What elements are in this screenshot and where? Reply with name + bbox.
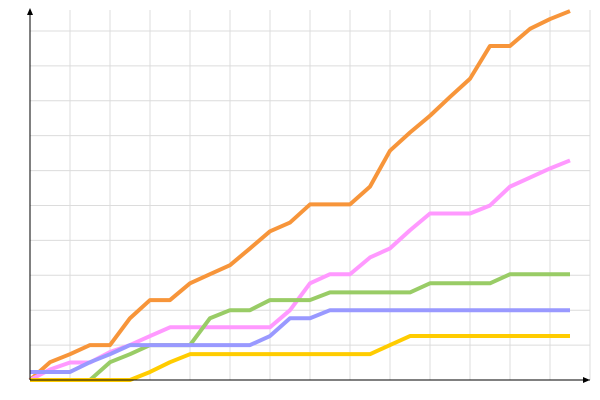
y-axis-arrow [27, 8, 33, 15]
series-line [29, 158, 571, 382]
series-line [30, 272, 570, 382]
grid [29, 10, 591, 381]
plot-lines [28, 9, 571, 382]
series-line [30, 308, 570, 374]
series-line [28, 9, 571, 382]
x-axis-arrow [583, 377, 590, 383]
